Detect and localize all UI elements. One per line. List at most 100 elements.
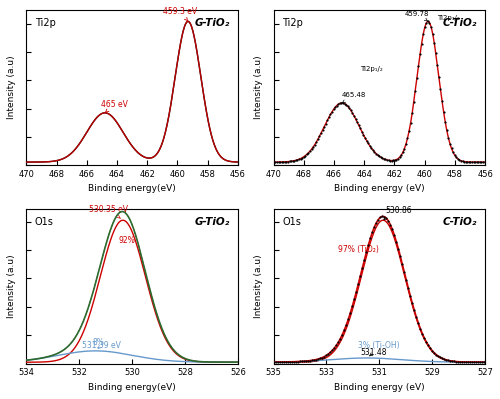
Point (270, 159, 278, 165)
Point (384, 218, 392, 224)
Point (280, 159, 287, 165)
Point (424, 18, 432, 25)
Text: Ti2p₁/₂: Ti2p₁/₂ (360, 66, 382, 72)
Y-axis label: Intensity (a.u): Intensity (a.u) (254, 255, 263, 318)
Point (330, 106, 338, 113)
Point (396, 154, 404, 160)
Point (406, 120, 414, 126)
Point (464, 359, 472, 365)
Point (402, 141, 410, 147)
Point (286, 158, 294, 165)
Point (494, 359, 500, 365)
Text: O1s: O1s (35, 217, 54, 227)
Point (347, 107, 355, 114)
Point (286, 359, 294, 365)
Point (287, 158, 295, 164)
Point (420, 335, 428, 341)
Point (480, 359, 488, 365)
Point (400, 146, 408, 152)
Point (454, 359, 462, 365)
Point (374, 216, 382, 223)
Point (344, 103, 352, 109)
Point (260, 359, 268, 365)
Point (412, 314, 420, 320)
Point (318, 354, 326, 361)
Point (492, 159, 500, 165)
Point (328, 109, 336, 115)
Point (426, 345, 434, 352)
Point (348, 303, 356, 309)
Point (487, 159, 495, 165)
Y-axis label: Intensity (a.u): Intensity (a.u) (254, 56, 263, 119)
Point (316, 355, 324, 361)
Point (390, 232, 398, 238)
Point (272, 159, 280, 165)
Point (462, 158, 469, 165)
Point (340, 101, 348, 107)
Point (493, 159, 500, 165)
Point (318, 127, 326, 133)
Text: Ti2p: Ti2p (35, 18, 56, 28)
Point (300, 358, 308, 364)
Text: G-TiO₂: G-TiO₂ (194, 18, 230, 28)
Point (384, 157, 392, 164)
Point (270, 359, 278, 365)
Point (332, 342, 340, 349)
Point (298, 358, 306, 365)
Point (443, 127, 451, 134)
Point (342, 102, 350, 108)
Point (376, 214, 384, 221)
Point (448, 358, 456, 364)
Point (368, 229, 376, 235)
Point (310, 357, 318, 363)
Point (383, 157, 391, 163)
Point (463, 159, 471, 165)
Point (466, 159, 474, 165)
Point (309, 144, 317, 150)
Point (402, 277, 410, 284)
Point (416, 51, 424, 57)
Point (320, 354, 328, 360)
Point (388, 226, 396, 233)
Point (480, 159, 488, 165)
Point (380, 156, 388, 162)
Point (386, 157, 394, 164)
Point (424, 342, 432, 349)
Point (492, 359, 500, 365)
Point (484, 359, 492, 365)
Text: 530.35 eV: 530.35 eV (89, 205, 128, 218)
Point (303, 151, 311, 158)
Point (308, 146, 316, 152)
Point (328, 347, 336, 354)
Point (331, 104, 339, 111)
Point (392, 156, 400, 163)
Point (428, 30, 436, 37)
X-axis label: Binding energy (eV): Binding energy (eV) (334, 383, 424, 392)
Point (362, 138, 370, 144)
Point (354, 280, 362, 287)
Point (440, 356, 448, 362)
Point (468, 359, 476, 365)
Point (465, 159, 473, 165)
Point (294, 157, 302, 163)
Point (413, 75, 421, 81)
Point (478, 159, 486, 165)
Point (474, 159, 482, 165)
Point (372, 219, 380, 226)
Point (399, 149, 407, 156)
Point (378, 213, 386, 220)
Point (325, 114, 333, 120)
Point (322, 120, 330, 127)
Point (468, 159, 476, 165)
Point (456, 157, 464, 163)
Point (356, 125, 364, 132)
Point (282, 158, 290, 165)
Point (294, 358, 302, 365)
Point (450, 152, 458, 158)
Point (482, 359, 490, 365)
Point (360, 257, 368, 263)
Text: 531.48: 531.48 (361, 348, 388, 357)
Point (386, 221, 394, 228)
Point (346, 310, 354, 316)
Point (316, 133, 324, 140)
